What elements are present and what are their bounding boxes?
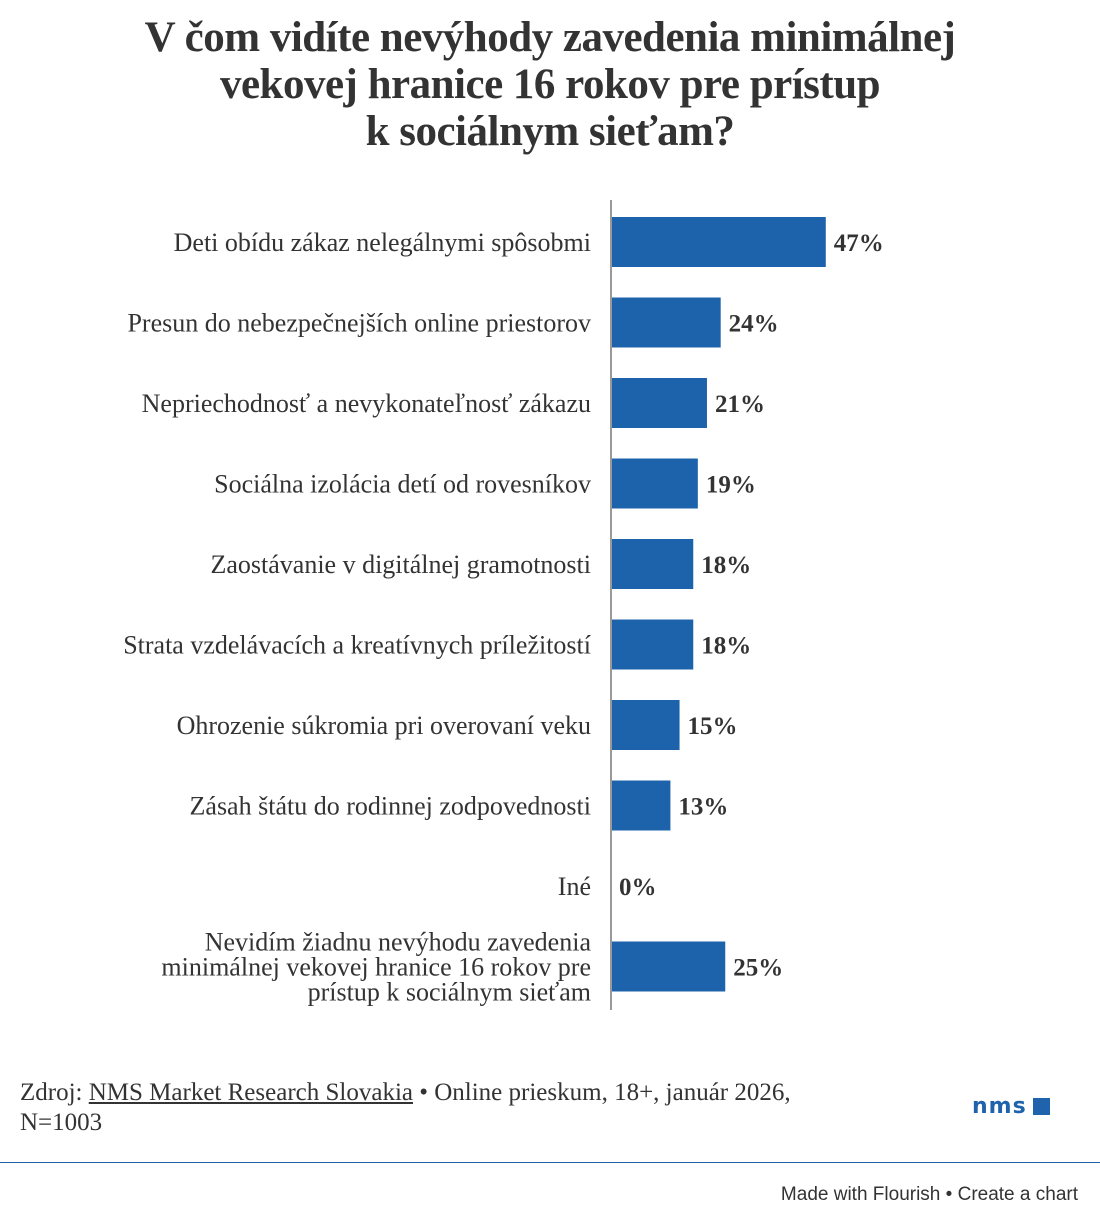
bar bbox=[611, 539, 694, 589]
bar-row: Nepriechodnosť a nevykonateľnosť zákazu 2… bbox=[142, 378, 765, 428]
sample-size: N=1003 bbox=[20, 1109, 103, 1136]
value-label: 18% bbox=[701, 633, 751, 660]
bar-row: Zásah štátu do rodinnej zodpovednosti 13% bbox=[190, 780, 728, 831]
bar-row: Iné 0% bbox=[558, 872, 657, 901]
value-label: 0% bbox=[619, 874, 657, 901]
category-label: Zaostávanie v digitálnej gramotnosti bbox=[210, 550, 591, 579]
source-prefix: Zdroj: bbox=[20, 1079, 89, 1106]
logo-square-icon bbox=[1032, 1098, 1050, 1115]
title-line: vekovej hranice 16 rokov pre prístup bbox=[219, 61, 881, 108]
bar-row: Deti obídu zákaz nelegálnymi spôsobmi 47% bbox=[174, 217, 884, 267]
category-label: Zásah štátu do rodinnej zodpovednosti bbox=[190, 792, 591, 821]
value-label: 21% bbox=[715, 391, 765, 418]
bar bbox=[611, 780, 671, 831]
value-label: 19% bbox=[706, 472, 756, 499]
bar-chart: Deti obídu zákaz nelegálnymi spôsobmi 47%… bbox=[123, 200, 884, 1010]
create-chart-link[interactable]: Create a chart bbox=[957, 1184, 1078, 1205]
bar bbox=[611, 941, 726, 992]
bar bbox=[611, 217, 826, 267]
value-label: 24% bbox=[729, 311, 779, 338]
chart-title: V čom vidíte nevýhody zavedenia minimáln… bbox=[0, 14, 1100, 155]
value-label: 47% bbox=[834, 230, 884, 257]
category-label: Strata vzdelávacích a kreatívnych prílež… bbox=[123, 631, 591, 660]
bar bbox=[611, 458, 698, 509]
credits-separator: • bbox=[940, 1184, 958, 1205]
bar-row: Presun do nebezpečnejších online priesto… bbox=[127, 297, 779, 348]
title-line: k sociálnym sieťam? bbox=[365, 108, 735, 155]
source-details: • Online prieskum, 18+, január 2026, bbox=[412, 1079, 791, 1106]
value-label: 13% bbox=[678, 794, 728, 821]
category-label: minimálnej vekovej hranice 16 rokov pre bbox=[161, 953, 591, 982]
value-label: 25% bbox=[733, 955, 783, 982]
category-label: Sociálna izolácia detí od rovesníkov bbox=[214, 470, 591, 499]
category-label: Iné bbox=[558, 872, 591, 901]
source-link[interactable]: NMS Market Research Slovakia bbox=[88, 1079, 413, 1106]
made-with-flourish-link[interactable]: Made with Flourish bbox=[780, 1184, 941, 1205]
value-label: 18% bbox=[701, 552, 751, 579]
category-label: Deti obídu zákaz nelegálnymi spôsobmi bbox=[174, 228, 591, 257]
value-label: 15% bbox=[688, 713, 738, 740]
flourish-credits: Made with Flourish • Create a chart bbox=[781, 1184, 1078, 1206]
bar-row: Zaostávanie v digitálnej gramotnosti 18% bbox=[210, 539, 751, 589]
title-line: V čom vidíte nevýhody zavedenia minimáln… bbox=[144, 14, 956, 61]
category-label: Nepriechodnosť a nevykonateľnosť zákazu bbox=[142, 389, 591, 418]
bar bbox=[611, 700, 680, 750]
logo-text: nms bbox=[972, 1094, 1027, 1119]
bar-row: Sociálna izolácia detí od rovesníkov 19% bbox=[214, 458, 756, 509]
bars-group: Deti obídu zákaz nelegálnymi spôsobmi 47%… bbox=[123, 217, 884, 1007]
source-note: Zdroj: NMS Market Research Slovakia • On… bbox=[20, 1078, 920, 1138]
bar bbox=[611, 297, 721, 348]
category-label: prístup k sociálnym sieťam bbox=[308, 978, 591, 1007]
category-label: Presun do nebezpečnejších online priesto… bbox=[127, 309, 591, 338]
bar-row: Nevidím žiadnu nevýhodu zavedeniaminimál… bbox=[161, 928, 783, 1007]
bar bbox=[611, 619, 694, 670]
bar-row: Ohrozenie súkromia pri overovaní veku 15% bbox=[177, 700, 738, 750]
bar-row: Strata vzdelávacích a kreatívnych prílež… bbox=[123, 619, 751, 670]
category-label: Nevidím žiadnu nevýhodu zavedenia bbox=[205, 928, 592, 957]
category-label: Ohrozenie súkromia pri overovaní veku bbox=[177, 711, 591, 740]
bar bbox=[611, 378, 707, 428]
footer-divider bbox=[0, 1162, 1100, 1163]
nms-logo: nms bbox=[972, 1094, 1050, 1119]
